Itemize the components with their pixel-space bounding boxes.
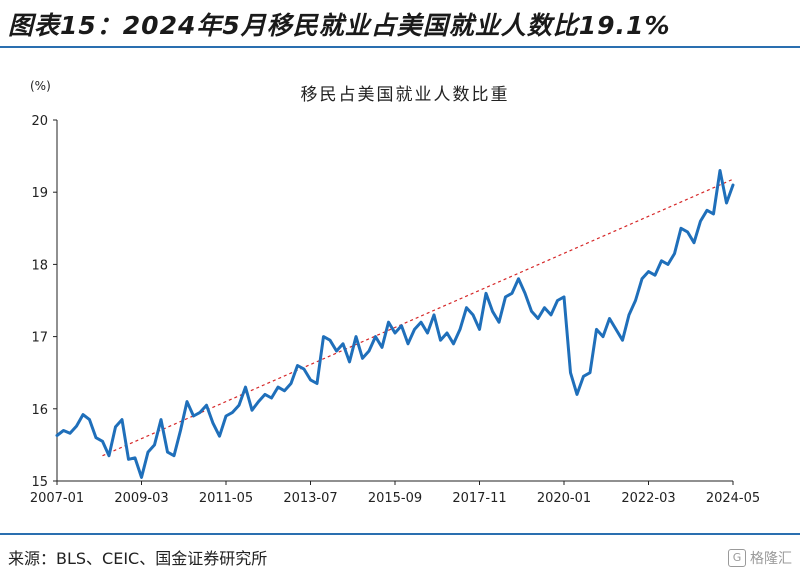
- source-note: 来源：BLS、CEIC、国金证券研究所: [8, 549, 268, 568]
- y-tick-label: 19: [31, 186, 48, 201]
- x-tick-label: 2020-01: [537, 491, 591, 506]
- y-tick-label: 18: [31, 258, 48, 273]
- x-tick-label: 2007-01: [30, 491, 84, 506]
- x-tick-label: 2015-09: [368, 491, 422, 506]
- x-tick-label: 2024-05: [706, 491, 760, 506]
- x-tick-label: 2009-03: [114, 491, 168, 506]
- bottom-rule: [0, 533, 800, 535]
- chart: 移民占美国就业人数比重 (%) 15 16 17 18 19 20 2007-01 2009-…: [30, 79, 760, 506]
- unit-label: (%): [30, 79, 51, 93]
- x-tick-label: 2017-11: [452, 491, 506, 506]
- series-line: [55, 169, 735, 479]
- top-rule: [0, 46, 800, 48]
- x-tick-label: 2011-05: [199, 491, 253, 506]
- axes: 15 16 17 18 19 20 2007-01 2009-03 2011-05 2013-07…: [30, 114, 760, 506]
- y-tick-label: 17: [31, 331, 48, 346]
- watermark: G 格隆汇: [728, 548, 792, 568]
- marks: [55, 169, 735, 479]
- y-tick-label: 20: [31, 114, 48, 129]
- x-tick-label: 2013-07: [283, 491, 337, 506]
- watermark-text: 格隆汇: [750, 551, 792, 567]
- chart-title: 移民占美国就业人数比重: [301, 85, 510, 105]
- figure-title: 图表15：2024年5月移民就业占美国就业人数比19.1%: [8, 11, 671, 40]
- watermark-logo-icon: G: [728, 549, 746, 567]
- x-tick-label: 2022-03: [621, 491, 675, 506]
- y-tick-label: 16: [31, 403, 48, 418]
- y-tick-label: 15: [31, 475, 48, 490]
